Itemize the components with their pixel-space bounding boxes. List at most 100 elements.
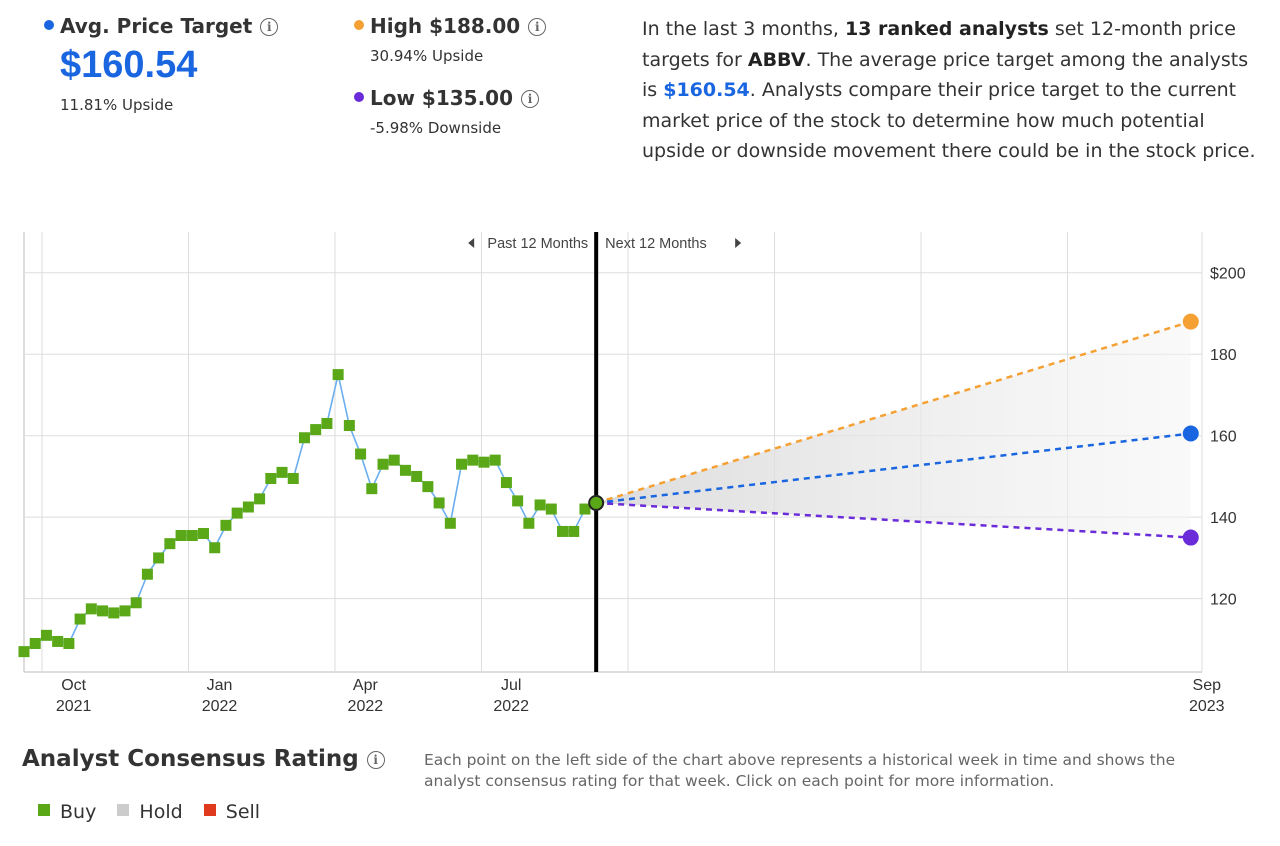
rating-point: [18, 646, 30, 658]
info-icon[interactable]: i: [528, 18, 547, 36]
consensus-note: Each point on the left side of the chart…: [424, 751, 1176, 790]
rating-point: [444, 517, 456, 529]
low-downside: -5.98% Downside: [370, 119, 502, 137]
legend-hold[interactable]: Hold: [117, 801, 183, 823]
avg-price-target: Avg. Price Target i: [44, 14, 279, 38]
rating-point: [265, 472, 277, 484]
desc-text: set 12-month price targets for: [642, 18, 1236, 71]
rating-point: [512, 495, 524, 507]
x-tick-year: 2022: [202, 698, 238, 715]
y-axis: $200 180 160 140 120: [1210, 266, 1246, 609]
next-period-label: Next 12 Months: [605, 236, 707, 252]
rating-point: [332, 369, 344, 381]
info-icon[interactable]: i: [260, 18, 279, 36]
avg-upside: 11.81% Upside: [60, 96, 174, 114]
forecast-low-line: [596, 501, 1191, 539]
rating-point: [411, 470, 423, 482]
current-price-point: [588, 494, 605, 511]
rating-point: [74, 613, 86, 625]
desc-analyst-count: 13 ranked analysts: [845, 18, 1049, 40]
low-target-point: [1182, 529, 1199, 546]
forecast-area: [595, 320, 1192, 539]
x-tick-month: Jan: [207, 677, 233, 694]
rating-point: [164, 538, 176, 550]
high-upside: 30.94% Upside: [370, 47, 484, 65]
rating-point: [321, 417, 333, 429]
forecast-cone: [596, 321, 1191, 538]
legend-sell[interactable]: Sell: [203, 801, 261, 823]
rating-point: [467, 454, 479, 466]
rating-point: [220, 519, 232, 531]
period-divider: Past 12 Months Next 12 Months: [468, 232, 742, 672]
high-dot-icon: [354, 20, 364, 30]
rating-point: [242, 501, 254, 513]
x-tick-year: 2023: [1189, 698, 1225, 715]
rating-point: [433, 497, 445, 509]
rating-point: [276, 466, 288, 478]
historical-series: [18, 369, 602, 658]
info-icon[interactable]: i: [366, 751, 385, 769]
rating-point: [186, 530, 198, 542]
x-tick-year: 2022: [493, 698, 529, 715]
desc-text: . Analysts compare their price target to…: [642, 79, 1256, 162]
rating-point: [231, 507, 243, 519]
left-arrow-icon: [468, 238, 475, 248]
past-period-label: Past 12 Months: [487, 236, 588, 252]
x-tick-month: Sep: [1193, 677, 1222, 694]
buy-square-icon: [38, 804, 50, 816]
sell-square-icon: [203, 804, 216, 816]
rating-point: [198, 527, 210, 539]
x-tick-year: 2022: [348, 698, 384, 715]
rating-point: [85, 603, 97, 615]
rating-point: [422, 481, 434, 493]
rating-point: [141, 568, 153, 580]
rating-point: [52, 635, 64, 647]
rating-point: [29, 637, 41, 649]
rating-point: [579, 503, 591, 515]
y-tick-label: 140: [1210, 510, 1237, 527]
rating-legend: Buy Hold Sell: [38, 801, 276, 823]
rating-point: [153, 552, 165, 564]
avg-target-point: [1182, 425, 1199, 442]
avg-price-value: $160.54: [60, 44, 198, 86]
rating-point: [456, 458, 468, 470]
rating-point: [377, 458, 389, 470]
low-price-target: Low $135.00 i: [354, 86, 540, 110]
forecast-high-line: [595, 320, 1192, 505]
forecast-avg-line: [596, 432, 1191, 505]
rating-point: [478, 456, 490, 468]
high-target-point: [1182, 313, 1199, 330]
rating-point: [97, 605, 109, 617]
desc-text: . The average price target among the ana…: [642, 48, 1249, 102]
rating-point: [254, 493, 266, 505]
consensus-title: Analyst Consensus Rating: [22, 746, 359, 772]
chart-grid: [23, 232, 1203, 673]
rating-point: [534, 499, 546, 511]
avg-dot-icon: [44, 20, 54, 30]
rating-point: [40, 629, 52, 641]
rating-point: [287, 472, 299, 484]
low-dot-icon: [354, 92, 364, 102]
legend-label: Sell: [225, 801, 261, 823]
info-icon[interactable]: i: [521, 90, 540, 108]
rating-point: [523, 517, 535, 529]
high-label: High $188.00: [370, 14, 521, 38]
rating-point: [388, 454, 400, 466]
rating-point: [500, 477, 512, 489]
rating-point: [399, 464, 411, 476]
x-tick-month: Jul: [501, 677, 521, 694]
rating-point: [489, 454, 501, 466]
low-label: Low $135.00: [370, 86, 514, 110]
desc-text: In the last 3 months,: [642, 18, 845, 40]
legend-buy[interactable]: Buy: [38, 801, 96, 823]
rating-point: [568, 525, 580, 537]
price-target-chart: Oct 2021 Jan 2022 Apr 2022 Jul 2022 Sep 2023 $200…: [18, 232, 1246, 715]
y-tick-label: 180: [1210, 347, 1237, 364]
y-tick-label: $200: [1210, 266, 1246, 283]
desc-avg-price: $160.54: [663, 79, 750, 101]
avg-label: Avg. Price Target: [60, 14, 253, 38]
rating-point: [545, 503, 557, 515]
x-tick-year: 2021: [56, 698, 92, 715]
legend-label: Hold: [139, 801, 183, 823]
rating-point: [298, 432, 310, 444]
